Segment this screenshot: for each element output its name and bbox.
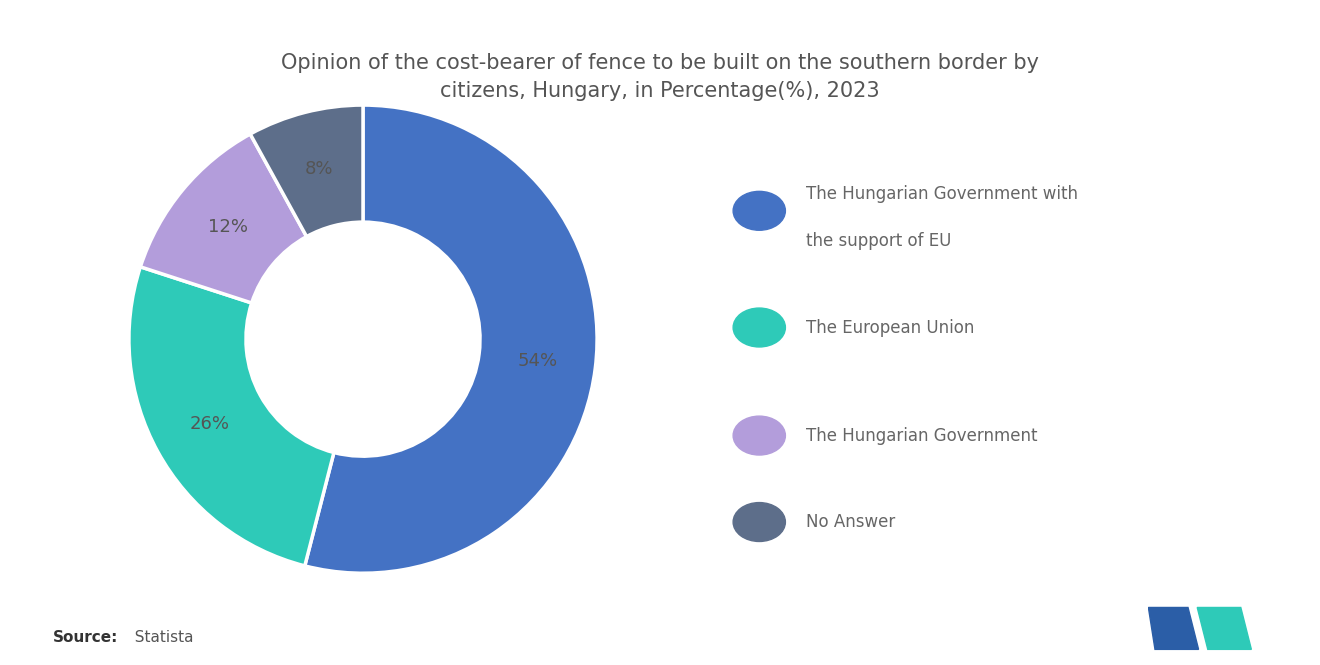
Wedge shape (129, 267, 334, 566)
Text: Source:: Source: (53, 630, 119, 645)
Circle shape (733, 308, 785, 347)
Text: The Hungarian Government with: The Hungarian Government with (805, 184, 1077, 203)
Wedge shape (305, 105, 597, 573)
Text: 26%: 26% (189, 415, 230, 433)
Text: Statista: Statista (125, 630, 194, 645)
Text: 12%: 12% (207, 218, 248, 236)
Wedge shape (140, 134, 306, 303)
Circle shape (733, 192, 785, 230)
Text: The European Union: The European Union (805, 319, 974, 336)
Wedge shape (251, 105, 363, 237)
Text: No Answer: No Answer (805, 513, 895, 531)
Circle shape (733, 503, 785, 541)
Text: the support of EU: the support of EU (805, 232, 952, 250)
Text: 54%: 54% (517, 352, 557, 370)
Circle shape (733, 416, 785, 455)
Text: The Hungarian Government: The Hungarian Government (805, 426, 1038, 445)
Polygon shape (1197, 608, 1251, 649)
Text: Opinion of the cost-bearer of fence to be built on the southern border by
citize: Opinion of the cost-bearer of fence to b… (281, 53, 1039, 101)
Polygon shape (1148, 608, 1199, 649)
Text: 8%: 8% (305, 160, 334, 178)
